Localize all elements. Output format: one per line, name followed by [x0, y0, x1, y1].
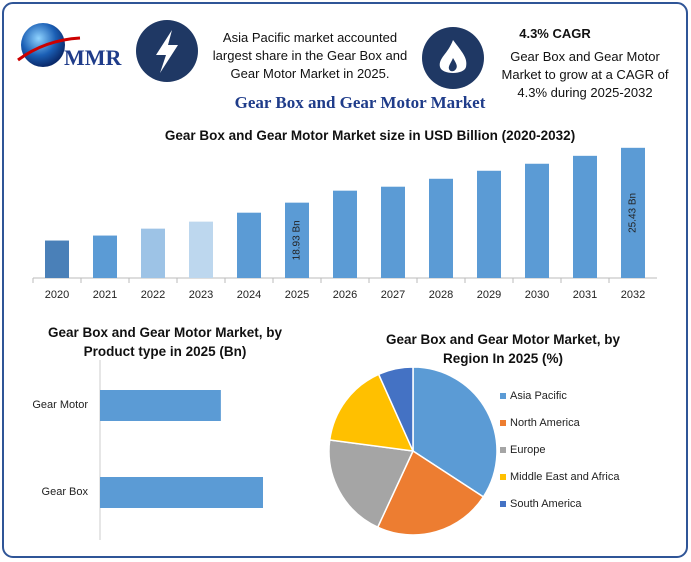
value-label: 25.43 Bn	[628, 193, 639, 233]
legend-label: Middle East and Africa	[510, 471, 620, 483]
bar	[621, 147, 645, 278]
legend-label: South America	[510, 498, 582, 510]
x-tick-label: 2022	[141, 289, 165, 301]
chart-title: Gear Box and Gear Motor Market, by Regio…	[385, 332, 621, 366]
bar	[525, 163, 549, 278]
logo-text: MMR	[64, 45, 123, 70]
x-tick-label: 2029	[477, 289, 501, 301]
bar	[285, 202, 309, 278]
legend-label: Asia Pacific	[510, 390, 567, 402]
pie-slice	[328, 439, 415, 529]
legend-label: Europe	[510, 444, 545, 456]
x-tick-label: 2021	[93, 289, 117, 301]
x-tick-label: 2031	[573, 289, 597, 301]
pie-slice	[377, 366, 414, 452]
info-text: Gear Box and Gear Motor Market to grow a…	[501, 49, 669, 100]
bar	[573, 155, 597, 278]
bar	[237, 212, 261, 278]
bar	[141, 228, 165, 278]
chart-title: Gear Box and Gear Motor Market size in U…	[164, 128, 576, 143]
main-title: Gear Box and Gear Motor Market	[234, 93, 486, 112]
x-tick-label: 2023	[189, 289, 213, 301]
pie-slice	[376, 449, 485, 536]
bar	[45, 240, 69, 278]
x-tick-label: 2026	[333, 289, 357, 301]
x-tick-label: 2027	[381, 289, 405, 301]
bar	[429, 178, 453, 278]
bar	[189, 221, 213, 278]
logo-swoosh	[17, 36, 81, 62]
x-tick-label: 2032	[621, 289, 645, 301]
legend-swatch	[500, 393, 506, 399]
legend-swatch	[500, 474, 506, 480]
x-tick-label: 2020	[45, 289, 69, 301]
x-tick-label: 2028	[429, 289, 453, 301]
x-tick-label: 2025	[285, 289, 309, 301]
info-text: Asia Pacific market accounted largest sh…	[212, 30, 408, 81]
bolt	[156, 30, 178, 73]
cagr-title: 4.3% CAGR	[519, 26, 591, 41]
pie-slice	[328, 373, 415, 452]
value-label: 18.93 Bn	[292, 220, 303, 260]
bar	[477, 170, 501, 278]
x-tick-label: 2030	[525, 289, 549, 301]
legend-swatch	[500, 447, 506, 453]
legend-swatch	[500, 420, 506, 426]
legend-swatch	[500, 501, 506, 507]
bar	[100, 390, 221, 421]
bar	[100, 477, 263, 508]
flame	[439, 40, 467, 73]
bar	[381, 186, 405, 278]
bar	[93, 235, 117, 278]
y-tick-label: Gear Box	[42, 486, 89, 498]
x-tick-label: 2024	[237, 289, 261, 301]
legend-label: North America	[510, 417, 581, 429]
bar	[333, 190, 357, 278]
chart-title: Gear Box and Gear Motor Market, by Produ…	[47, 325, 283, 359]
y-tick-label: Gear Motor	[32, 399, 88, 411]
